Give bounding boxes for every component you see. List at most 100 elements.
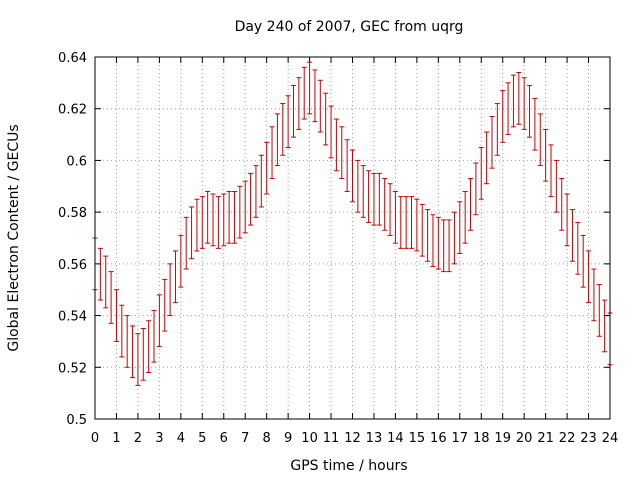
error-bar-point [97, 247, 103, 301]
error-bar-point [274, 113, 280, 167]
error-bar-point [296, 77, 302, 130]
x-tick-label: 15 [409, 431, 426, 446]
x-tick-label: 10 [301, 431, 318, 446]
error-bar-point [462, 190, 468, 244]
error-bars [92, 61, 613, 386]
error-bar-point [135, 333, 141, 386]
error-bar-point [451, 211, 457, 265]
error-bar-point [559, 178, 565, 231]
error-bar-point [146, 320, 152, 373]
y-tick-label: 0.58 [58, 206, 87, 221]
error-bar-point [189, 206, 195, 260]
error-bar-point [130, 325, 136, 379]
error-bar-point [285, 95, 291, 148]
error-bar-point [339, 126, 345, 180]
error-bar-point [221, 193, 227, 247]
axis-ticks: 0 1 2 3 4 5 6 7 8 9 10 11 12 13 14 15 16 17 18 19 20 21 22 23 24… [58, 51, 618, 446]
error-bar-point [237, 185, 243, 239]
error-bar-point [350, 149, 355, 203]
error-bar-point [468, 178, 474, 231]
error-bar-point [194, 198, 200, 252]
error-bar-point [409, 196, 415, 249]
error-bar-point [494, 103, 500, 156]
error-bar-point [333, 118, 339, 172]
x-tick-label: 3 [155, 431, 163, 446]
chart-title: Day 240 of 2007, GEC from uqrg [235, 19, 464, 35]
error-bar-point [226, 190, 232, 244]
grid [95, 57, 610, 419]
x-tick-label: 20 [516, 431, 533, 446]
error-bar-point [167, 263, 173, 317]
x-tick-label: 9 [284, 431, 292, 446]
error-bar-point [231, 190, 237, 244]
error-bar-point [317, 79, 323, 133]
error-bar-point [183, 216, 189, 270]
error-bar-point [113, 289, 119, 342]
error-bar-point [532, 97, 538, 151]
error-bar-point [215, 196, 221, 249]
error-bar-point [580, 234, 586, 288]
error-bar-point [307, 61, 313, 115]
error-bar-point [376, 172, 382, 226]
x-tick-label: 19 [494, 431, 511, 446]
error-bar-point [269, 126, 275, 180]
error-bar-point [435, 216, 441, 270]
error-bar-point [414, 198, 420, 252]
x-axis-label: GPS time / hours [290, 458, 407, 474]
x-tick-label: 0 [91, 431, 99, 446]
error-bar-point [258, 154, 264, 208]
error-bar-point [119, 304, 125, 358]
error-bar-point [457, 201, 463, 255]
error-bar-point [108, 271, 114, 324]
error-bar-point [527, 84, 533, 138]
error-bar-point [596, 284, 602, 337]
x-tick-label: 11 [323, 431, 340, 446]
error-bar-point [564, 193, 570, 247]
x-tick-label: 1 [112, 431, 120, 446]
error-bar-point [199, 196, 205, 249]
y-tick-label: 0.54 [58, 310, 87, 325]
error-bar-point [248, 172, 254, 226]
error-bar-point [548, 144, 554, 198]
error-bar-point [591, 268, 597, 322]
error-bar-point [602, 299, 608, 353]
x-tick-label: 21 [537, 431, 554, 446]
x-tick-label: 18 [473, 431, 490, 446]
error-bar-point [425, 209, 431, 262]
error-bar-point [398, 196, 404, 249]
y-tick-label: 0.6 [66, 154, 87, 169]
error-bar-point [586, 250, 592, 304]
error-bar-point [328, 105, 334, 159]
y-tick-label: 0.56 [58, 258, 87, 273]
error-bar-point [387, 183, 393, 236]
error-bar-point [553, 159, 559, 213]
error-bar-point [489, 115, 495, 169]
error-bar-point [210, 193, 216, 247]
error-bar-point [446, 219, 452, 273]
error-bar-point [312, 69, 318, 123]
x-tick-label: 24 [602, 431, 619, 446]
error-bar-point [419, 203, 425, 257]
x-tick-label: 2 [134, 431, 142, 446]
error-bar-point [172, 250, 178, 304]
error-bar-point [441, 219, 447, 273]
error-bar-point [382, 178, 388, 231]
error-bar-point [484, 131, 490, 185]
y-tick-label: 0.64 [58, 51, 87, 66]
error-bar-point [543, 128, 549, 182]
error-bar-point [430, 214, 436, 267]
error-bar-point [516, 72, 522, 125]
error-bar-point [521, 77, 527, 130]
x-tick-label: 12 [344, 431, 361, 446]
y-axis-label: Global Electron Content / GECUs [6, 124, 22, 351]
error-bar-point [500, 90, 506, 143]
x-tick-label: 23 [580, 431, 597, 446]
error-bar-point [242, 180, 248, 234]
error-bar-point [151, 309, 157, 363]
x-tick-label: 4 [177, 431, 185, 446]
x-tick-label: 17 [452, 431, 469, 446]
x-tick-label: 22 [559, 431, 576, 446]
error-bar-point [124, 315, 130, 368]
error-bar-point [537, 113, 543, 167]
